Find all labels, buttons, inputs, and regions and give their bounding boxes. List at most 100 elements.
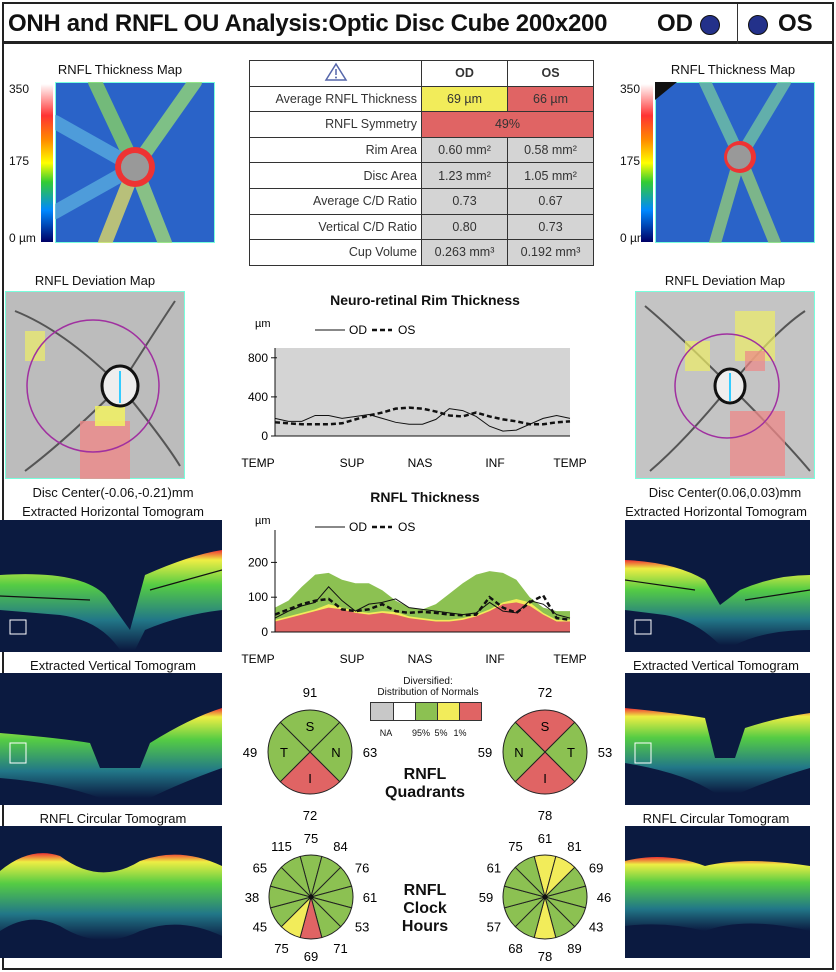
legend-95: 95% — [411, 728, 431, 738]
y-tick-label: 0 — [261, 429, 268, 443]
os-value: 0.58 mm² — [507, 136, 594, 164]
col-os: OS — [507, 60, 594, 87]
table-row: Disc Area 1.23 mm² 1.05 mm² — [249, 162, 594, 189]
os-deviation-map-title: RNFL Deviation Map — [664, 273, 786, 288]
y-tick-label: 400 — [248, 390, 268, 404]
x-tick-label: INF — [485, 652, 504, 666]
series-os — [274, 406, 571, 426]
row-label: Vertical C/D Ratio — [249, 213, 422, 241]
quadrants-title-1: RNFL — [403, 766, 447, 783]
os-value: 0.67 — [507, 187, 594, 215]
od-vertical-tomogram-title: Extracted Vertical Tomogram — [30, 658, 196, 673]
table-row: Rim Area 0.60 mm² 0.58 mm² — [249, 136, 594, 164]
x-tick-label: NAS — [408, 652, 433, 666]
divider — [737, 4, 738, 44]
os-label: OS — [778, 10, 813, 37]
row-label: Cup Volume — [249, 239, 422, 266]
warning-triangle-icon — [324, 62, 347, 81]
od-scale-max: 350 — [9, 82, 30, 96]
normals-legend — [370, 702, 482, 721]
onh-parameters-table: OD OS Average RNFL Thickness 69 µm 66 µm… — [249, 60, 594, 266]
od-value: 0.80 — [421, 213, 508, 241]
legend-swatch — [393, 703, 415, 720]
od-circular-tomogram — [0, 826, 222, 958]
os-value: 1.05 mm² — [507, 162, 594, 189]
od-rnfl-thickness-map — [55, 82, 215, 243]
series-os — [274, 593, 571, 622]
legend-title-1: Diversified: — [403, 676, 453, 687]
od-horizontal-tomogram — [0, 520, 222, 652]
y-tick-label: 800 — [248, 351, 268, 365]
os-horizontal-tomogram — [625, 520, 810, 652]
os-value: 0.73 — [507, 213, 594, 241]
rnfl-thickness-chart: µm OD OS 200 100 0 TEMP SUP NAS INF TEMP — [241, 515, 586, 666]
table-row: Average C/D Ratio 0.73 0.67 — [249, 187, 594, 215]
x-tick-label: NAS — [408, 456, 433, 470]
quadrants-title-2: Quadrants — [384, 784, 466, 801]
x-tick-label: INF — [485, 456, 504, 470]
od-scale-mid: 175 — [9, 154, 30, 168]
os-disc-center: Disc Center(0.06,0.03)mm — [648, 485, 802, 500]
report-title: ONH and RNFL OU Analysis:Optic Disc Cube… — [8, 10, 608, 37]
header: ONH and RNFL OU Analysis:Optic Disc Cube… — [2, 2, 834, 44]
od-value: 0.73 — [421, 187, 508, 215]
legend-swatch — [459, 703, 481, 720]
table-row: Vertical C/D Ratio 0.80 0.73 — [249, 213, 594, 241]
os-value: 66 µm — [507, 85, 594, 113]
row-label: Disc Area — [249, 162, 422, 189]
symmetry-value: 49% — [421, 111, 594, 138]
clock-title-1: RNFL — [403, 882, 447, 899]
rim-chart-title: Neuro-retinal Rim Thickness — [330, 292, 520, 308]
od-thickness-map-title: RNFL Thickness Map — [57, 62, 183, 77]
od-value: 69 µm — [421, 85, 508, 113]
os-value: 0.192 mm³ — [507, 239, 594, 266]
series-od — [274, 408, 571, 432]
row-label: RNFL Symmetry — [249, 111, 422, 138]
row-label: Average RNFL Thickness — [249, 85, 422, 113]
legend-od-label: OD — [349, 323, 367, 337]
os-thickness-map-title: RNFL Thickness Map — [670, 62, 796, 77]
os-scale-min: 0 µm — [620, 231, 647, 245]
od-value: 0.60 mm² — [421, 136, 508, 164]
legend-swatch — [415, 703, 437, 720]
os-scale-mid: 175 — [620, 154, 641, 168]
legend-os-label: OS — [398, 323, 415, 337]
os-circular-tomogram-title: RNFL Circular Tomogram — [642, 811, 790, 826]
x-tick-label: TEMP — [241, 456, 274, 470]
os-eye-icon — [748, 15, 768, 35]
warning-cell — [249, 60, 422, 87]
row-label: Rim Area — [249, 136, 422, 164]
y-unit-label: µm — [255, 318, 271, 330]
os-vertical-tomogram-title: Extracted Vertical Tomogram — [633, 658, 799, 673]
x-tick-label: TEMP — [241, 652, 274, 666]
row-label: Average C/D Ratio — [249, 187, 422, 215]
legend-title-2: Distribution of Normals — [377, 687, 479, 698]
od-value: 1.23 mm² — [421, 162, 508, 189]
x-tick-label: TEMP — [553, 652, 586, 666]
legend-swatch — [437, 703, 459, 720]
legend-5: 5% — [434, 728, 448, 738]
x-tick-label: TEMP — [553, 456, 586, 470]
table-row: RNFL Symmetry 49% — [249, 111, 594, 138]
band-red_1 — [275, 602, 570, 632]
os-horizontal-tomogram-title: Extracted Horizontal Tomogram — [625, 504, 807, 519]
od-rnfl-deviation-map — [5, 291, 185, 479]
legend-os-label: OS — [398, 520, 415, 534]
legend-na: NA — [379, 728, 393, 738]
os-color-scale — [641, 84, 653, 242]
od-horizontal-tomogram-title: Extracted Horizontal Tomogram — [22, 504, 204, 519]
y-tick-label: 200 — [248, 555, 268, 569]
rnfl-chart-title: RNFL Thickness — [370, 489, 480, 505]
y-tick-label: 0 — [261, 625, 268, 639]
legend-1: 1% — [453, 728, 467, 738]
quadrants-title: RNFL Quadrants — [385, 766, 465, 802]
series-od — [274, 586, 571, 619]
table-row: Cup Volume 0.263 mm³ 0.192 mm³ — [249, 239, 594, 266]
legend-od-label: OD — [349, 520, 367, 534]
clock-title-3: Hours — [401, 918, 449, 935]
y-tick-label: 100 — [248, 590, 268, 604]
os-scale-max: 350 — [620, 82, 641, 96]
od-vertical-tomogram — [0, 673, 222, 805]
od-color-scale — [41, 84, 53, 242]
legend-swatch — [371, 703, 393, 720]
